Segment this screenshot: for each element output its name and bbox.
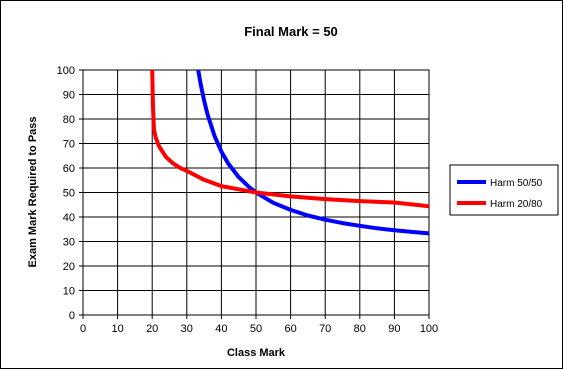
legend-label-harm-20-80: Harm 20/80 — [490, 199, 543, 210]
legend: Harm 50/50 Harm 20/80 — [449, 164, 559, 216]
x-axis-label: Class Mark — [227, 347, 286, 359]
y-axis-label: Exam Mark Required to Pass — [27, 116, 39, 267]
x-tick-label-70: 70 — [319, 323, 331, 335]
chart-title: Final Mark = 50 — [244, 24, 338, 39]
x-tick-label-0: 0 — [80, 323, 86, 335]
legend-box — [449, 164, 559, 216]
x-tick-label-80: 80 — [354, 323, 366, 335]
y-tick-label-0: 0 — [69, 310, 75, 322]
x-tick-label-90: 90 — [388, 323, 400, 335]
y-tick-label-60: 60 — [63, 163, 75, 175]
y-tick-label-50: 50 — [63, 188, 75, 200]
y-tick-label-20: 20 — [63, 261, 75, 273]
legend-label-harm-50-50: Harm 50/50 — [490, 178, 543, 189]
x-tick-label-20: 20 — [146, 323, 158, 335]
series-line-harm-50-50 — [196, 69, 430, 236]
x-tick-label-60: 60 — [284, 323, 296, 335]
x-tick-label-10: 10 — [111, 323, 123, 335]
y-tick-label-70: 70 — [63, 139, 75, 151]
y-tick-label-10: 10 — [63, 286, 75, 298]
y-tick-label-30: 30 — [63, 237, 75, 249]
x-tick-label-50: 50 — [250, 323, 262, 335]
x-tick-label-40: 40 — [215, 323, 227, 335]
y-tick-label-90: 90 — [63, 90, 75, 102]
y-tick-label-80: 80 — [63, 114, 75, 126]
x-tick-label-100: 100 — [420, 323, 438, 335]
x-tick-label-30: 30 — [181, 323, 193, 335]
series-line-harm-20-80 — [150, 69, 430, 209]
y-tick-label-40: 40 — [63, 212, 75, 224]
y-tick-label-100: 100 — [57, 65, 75, 77]
